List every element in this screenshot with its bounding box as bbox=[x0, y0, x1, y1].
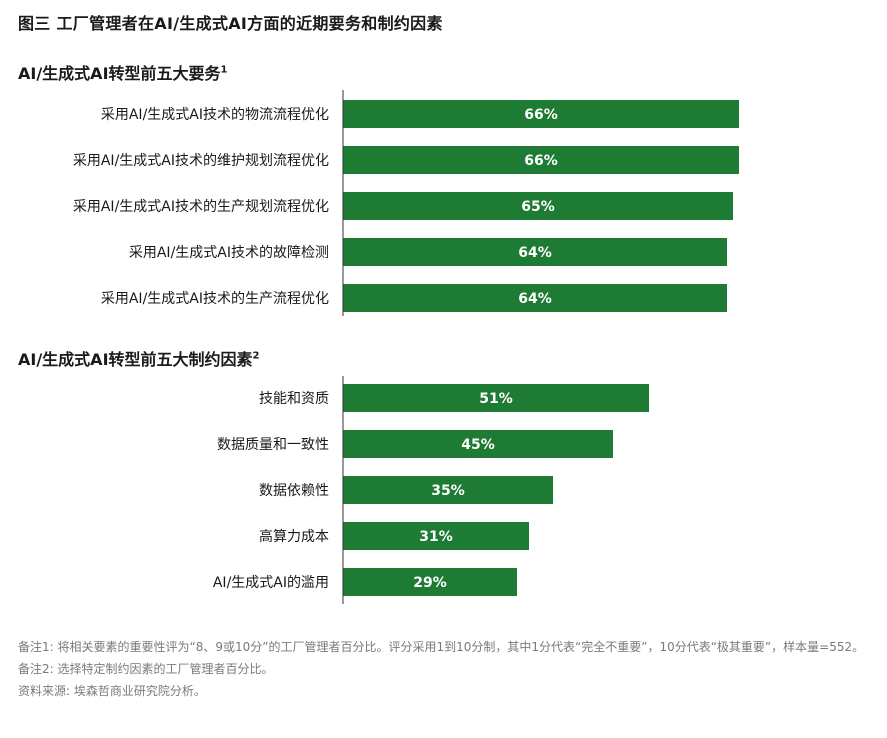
constraint-value-label-1: 51% bbox=[479, 391, 513, 407]
constraint-category-label-2: 数据质量和一致性 bbox=[217, 437, 329, 453]
priority-bar-3 bbox=[343, 192, 733, 220]
footnote-2: 备注2: 选择特定制约因素的工厂管理者百分比。 bbox=[18, 662, 274, 676]
priorities-title-text: AI/生成式AI转型前五大要务 bbox=[18, 64, 221, 83]
priority-value-label-5: 64% bbox=[518, 291, 552, 307]
constraint-bar-5 bbox=[343, 568, 517, 596]
priority-bar-1 bbox=[343, 100, 739, 128]
priorities-title-footnote: 1 bbox=[220, 64, 228, 76]
priorities-chart-title: AI/生成式AI转型前五大要务1 bbox=[18, 60, 228, 84]
priority-value-label-3: 65% bbox=[521, 199, 555, 215]
constraint-category-label-3: 数据依赖性 bbox=[259, 483, 329, 499]
constraint-bar-4 bbox=[343, 522, 529, 550]
constraint-bar-1 bbox=[343, 384, 649, 412]
priority-bar-5 bbox=[343, 284, 727, 312]
constraint-category-label-1: 技能和资质 bbox=[259, 391, 329, 407]
priority-value-label-2: 66% bbox=[524, 153, 558, 169]
priority-bar-2 bbox=[343, 146, 739, 174]
footnote-1: 备注1: 将相关要素的重要性评为“8、9或10分”的工厂管理者百分比。评分采用1… bbox=[18, 640, 865, 654]
constraints-title-text: AI/生成式AI转型前五大制约因素 bbox=[18, 350, 253, 369]
priority-category-label-5: 采用AI/生成式AI技术的生产流程优化 bbox=[101, 291, 329, 307]
priorities-bar-chart: 66% 采用AI/生成式AI技术的物流流程优化 66% 采用AI/生成式AI技术的维护… bbox=[73, 90, 739, 316]
priority-category-label-4: 采用AI/生成式AI技术的故障检测 bbox=[129, 245, 329, 261]
priority-value-label-4: 64% bbox=[518, 245, 552, 261]
figure-title: 图三 工厂管理者在AI/生成式AI方面的近期要务和制约因素 bbox=[18, 14, 443, 33]
constraint-category-label-5: AI/生成式AI的滥用 bbox=[213, 575, 329, 591]
priority-category-label-3: 采用AI/生成式AI技术的生产规划流程优化 bbox=[73, 199, 329, 215]
constraint-category-label-4: 高算力成本 bbox=[259, 528, 329, 545]
constraint-value-label-2: 45% bbox=[461, 437, 495, 453]
constraints-title-footnote: 2 bbox=[252, 350, 260, 362]
constraint-value-label-4: 31% bbox=[419, 529, 453, 545]
priority-category-label-2: 采用AI/生成式AI技术的维护规划流程优化 bbox=[73, 153, 329, 169]
priority-value-label-1: 66% bbox=[524, 107, 558, 123]
priority-category-label-1: 采用AI/生成式AI技术的物流流程优化 bbox=[101, 107, 329, 123]
constraint-value-label-5: 29% bbox=[413, 575, 447, 591]
footnotes: 备注1: 将相关要素的重要性评为“8、9或10分”的工厂管理者百分比。评分采用1… bbox=[18, 636, 868, 702]
priority-bar-4 bbox=[343, 238, 727, 266]
source-note: 资料来源: 埃森哲商业研究院分析。 bbox=[18, 684, 206, 698]
constraints-chart-title: AI/生成式AI转型前五大制约因素2 bbox=[18, 346, 260, 370]
constraints-bar-chart: 51% 技能和资质 45% 数据质量和一致性 35% 数据依赖性 31% 高算力成本 29% AI… bbox=[213, 376, 649, 604]
constraint-bar-2 bbox=[343, 430, 613, 458]
constraint-bar-3 bbox=[343, 476, 553, 504]
constraint-value-label-3: 35% bbox=[431, 483, 465, 499]
